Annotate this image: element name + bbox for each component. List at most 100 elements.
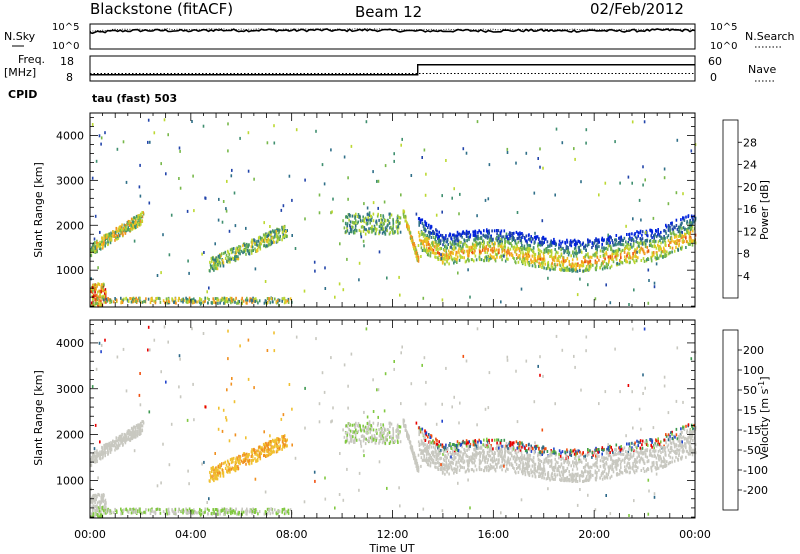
- heatmap-cell: [624, 258, 626, 262]
- heatmap-cell: [230, 512, 232, 516]
- heatmap-cell: [364, 425, 367, 429]
- heatmap-cell: [113, 234, 116, 238]
- heatmap-cell: [168, 253, 171, 257]
- heatmap-cell: [193, 209, 195, 213]
- heatmap-cell: [467, 268, 469, 272]
- heatmap-cell: [109, 509, 111, 513]
- heatmap-cell: [368, 230, 371, 234]
- heatmap-cell: [222, 298, 224, 302]
- heatmap-cell: [596, 260, 598, 264]
- heatmap-cell: [130, 436, 133, 440]
- heatmap-cell: [636, 241, 639, 244]
- heatmap-cell: [374, 441, 377, 445]
- heatmap-cell: [644, 239, 647, 243]
- heatmap-cell: [209, 473, 212, 477]
- heatmap-cell: [683, 235, 685, 238]
- heatmap-cell: [583, 246, 585, 250]
- heatmap-cell: [188, 296, 191, 300]
- heatmap-cell: [115, 436, 118, 440]
- heatmap-cell: [622, 239, 624, 242]
- heatmap-cell: [456, 261, 458, 264]
- heatmap-cell: [562, 263, 564, 267]
- heatmap-cell: [533, 256, 536, 260]
- heatmap-cell: [457, 249, 460, 253]
- heatmap-cell: [210, 476, 212, 480]
- heatmap-cell: [669, 251, 672, 255]
- heatmap-cell: [275, 442, 278, 446]
- heatmap-cell: [657, 247, 660, 251]
- heatmap-cell: [496, 235, 498, 239]
- heatmap-cell: [393, 159, 395, 163]
- heatmap-cell: [346, 226, 348, 230]
- heatmap-cell: [676, 227, 679, 231]
- heatmap-cell: [525, 253, 528, 257]
- heatmap-cell: [106, 444, 108, 448]
- heatmap-cell: [551, 240, 554, 244]
- heatmap-cell: [402, 418, 405, 422]
- heatmap-cell: [278, 510, 281, 513]
- heatmap-cell: [595, 265, 598, 269]
- heatmap-cell: [98, 506, 100, 510]
- heatmap-cell: [95, 460, 98, 464]
- heatmap-cell: [558, 255, 560, 258]
- heatmap-cell: [372, 212, 375, 216]
- heatmap-cell: [211, 466, 214, 470]
- heatmap-cell: [117, 227, 120, 231]
- heatmap-cell: [529, 237, 532, 241]
- heatmap-cell: [603, 253, 606, 257]
- heatmap-cell: [397, 225, 399, 229]
- heatmap-cell: [232, 456, 235, 460]
- heatmap-cell: [474, 229, 476, 233]
- heatmap-cell: [376, 227, 378, 231]
- heatmap-cell: [410, 236, 412, 240]
- heatmap-cell: [578, 250, 580, 254]
- heatmap-cell: [159, 300, 162, 304]
- heatmap-cell: [639, 231, 641, 235]
- heatmap-cell: [222, 261, 225, 265]
- colorbar-frame: [722, 119, 739, 299]
- heatmap-cell: [274, 508, 276, 512]
- heatmap-cell: [521, 244, 523, 247]
- heatmap-cell: [399, 440, 402, 444]
- heatmap-cell: [162, 299, 165, 303]
- heatmap-cell: [399, 425, 402, 429]
- heatmap-cell: [683, 218, 686, 222]
- heatmap-cell: [620, 250, 622, 254]
- heatmap-cell: [351, 429, 354, 433]
- heatmap-cell: [378, 232, 380, 236]
- heatmap-cell: [431, 243, 434, 247]
- heatmap-cell: [456, 471, 458, 474]
- heatmap-cell: [487, 232, 490, 236]
- heatmap-cell: [209, 269, 211, 273]
- heatmap-cell: [235, 465, 238, 468]
- heatmap-cell: [529, 247, 531, 251]
- heatmap-cell: [543, 259, 546, 263]
- heatmap-cell: [255, 299, 258, 303]
- heatmap-cell: [388, 429, 390, 433]
- heatmap-cell: [465, 232, 468, 236]
- heatmap-cell: [103, 237, 105, 241]
- heatmap-cell: [614, 252, 617, 256]
- heatmap-cell: [497, 242, 500, 246]
- heatmap-cell: [472, 247, 474, 251]
- heatmap-cell: [507, 240, 509, 244]
- heatmap-cell: [606, 447, 608, 451]
- heatmap-cell: [572, 250, 574, 254]
- heatmap-cell: [390, 225, 392, 229]
- heatmap-cell: [632, 244, 635, 248]
- heatmap-cell: [353, 231, 356, 235]
- heatmap-cell: [138, 216, 141, 220]
- heatmap-cell: [346, 438, 349, 442]
- heatmap-cell: [108, 443, 110, 447]
- heatmap-cell: [541, 261, 543, 265]
- heatmap-cell: [511, 239, 514, 242]
- heatmap-cell: [684, 232, 686, 236]
- heatmap-cell: [643, 259, 646, 263]
- heatmap-cell: [277, 238, 280, 242]
- heatmap-cell: [488, 163, 491, 167]
- heatmap-cell: [232, 509, 235, 513]
- heatmap-cell: [495, 458, 498, 462]
- heatmap-cell: [118, 443, 121, 447]
- heatmap-cell: [596, 238, 599, 242]
- heatmap-cell: [431, 241, 434, 245]
